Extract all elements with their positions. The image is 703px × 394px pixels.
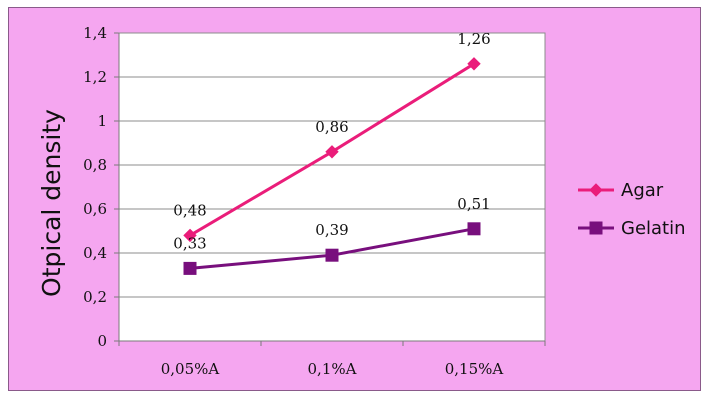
x-tick-label: 0,15%A — [445, 360, 504, 378]
gelatin-point — [467, 222, 481, 236]
agar-point — [183, 228, 197, 243]
legend-label-agar: Agar — [621, 180, 664, 201]
y-tick-label: 1,4 — [83, 24, 107, 42]
y-tick-label: 0 — [97, 332, 107, 350]
x-tick-label: 0,05%A — [161, 360, 220, 378]
y-tick-label: 1,2 — [83, 68, 107, 86]
agar-data-label: 0,86 — [315, 118, 348, 136]
axes: 0 0,2 0,4 0,6 0,8 1 1,2 1,4 0,05%A 0,1%A 0,15%A — [83, 24, 546, 378]
gelatin-point — [325, 248, 339, 262]
y-tick-label: 1 — [97, 112, 107, 130]
plot-area — [119, 33, 545, 341]
legend-marker-gelatin — [589, 221, 603, 235]
data-labels: 0,48 0,86 1,26 0,33 0,39 0,51 — [173, 30, 490, 253]
y-tick-label: 0,6 — [83, 200, 107, 218]
legend-marker-agar — [589, 183, 603, 197]
legend-label-gelatin: Gelatin — [621, 218, 686, 239]
legend: Agar Gelatin — [578, 180, 686, 239]
y-tick-label: 0,4 — [83, 244, 107, 262]
series-layer — [183, 57, 481, 275]
gelatin-point — [183, 261, 197, 275]
gelatin-data-label: 0,39 — [315, 221, 348, 239]
agar-data-label: 0,48 — [173, 201, 206, 219]
y-tick-label: 0,8 — [83, 156, 107, 174]
agar-point — [325, 145, 339, 159]
agar-point — [467, 57, 481, 71]
agar-data-label: 1,26 — [457, 30, 490, 48]
x-tick-label: 0,1%A — [308, 360, 357, 378]
y-axis-title: Otpical density — [37, 109, 66, 297]
gelatin-data-label: 0,33 — [173, 234, 206, 252]
gelatin-data-label: 0,51 — [457, 195, 490, 213]
y-tick-label: 0,2 — [83, 288, 107, 306]
